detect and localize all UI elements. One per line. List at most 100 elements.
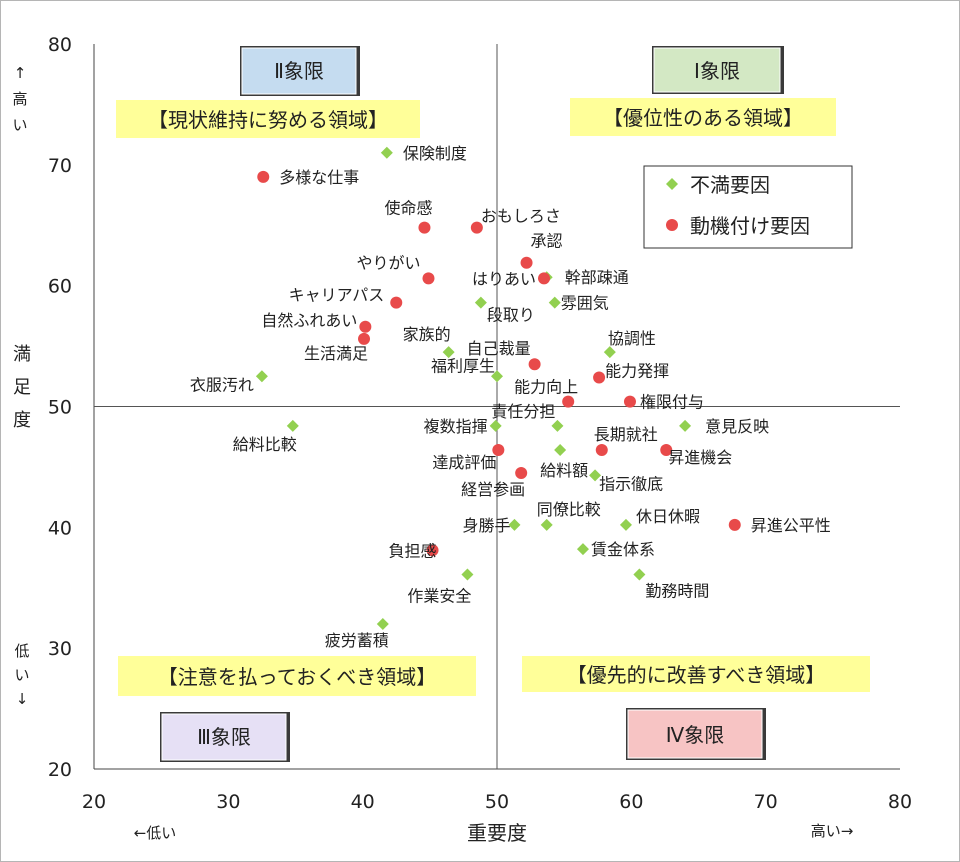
point-label: 負担感 xyxy=(389,541,437,560)
point-label: 昇進機会 xyxy=(668,448,732,467)
legend-label-motivation: 動機付け要因 xyxy=(690,214,810,238)
point-motivation xyxy=(422,272,435,285)
point-motivation xyxy=(418,221,431,234)
point-dissatisfaction xyxy=(380,146,393,159)
point-label: 身勝手 xyxy=(462,516,510,535)
point-motivation xyxy=(562,395,575,408)
quadrant-3-box: Ⅲ象限 xyxy=(160,712,290,762)
y-axis-high-label: い xyxy=(12,116,27,134)
point-motivation xyxy=(390,296,403,309)
point-label: 段取り xyxy=(487,306,535,325)
x-axis-high-label: 高い→ xyxy=(811,822,854,840)
y-tick-label: 40 xyxy=(48,517,72,539)
point-label: 衣服汚れ xyxy=(190,375,254,394)
point-motivation xyxy=(426,544,439,557)
y-axis-title: 満 xyxy=(13,344,31,365)
point-dissatisfaction xyxy=(474,296,487,309)
point-label: 賃金体系 xyxy=(591,540,655,559)
quadrant-1-description-bg xyxy=(570,98,836,136)
point-dissatisfaction xyxy=(461,568,474,581)
point-motivation xyxy=(358,332,371,345)
point-label: 雰囲気 xyxy=(561,294,609,313)
quadrant-2-description-bg xyxy=(116,100,420,138)
point-label: 権限付与 xyxy=(640,393,704,412)
point-label: 勤務時間 xyxy=(645,581,709,600)
x-tick-label: 50 xyxy=(485,791,509,813)
point-label: 保険制度 xyxy=(403,144,467,163)
y-axis-high-label: 高 xyxy=(12,90,27,108)
point-dissatisfaction xyxy=(603,346,616,359)
quadrant-1-description: 【優位性のある領域】 xyxy=(603,106,803,130)
point-dissatisfaction xyxy=(589,469,602,482)
point-label: 同僚比較 xyxy=(537,500,601,519)
point-dissatisfaction xyxy=(376,618,389,630)
point-label: 自己裁量 xyxy=(467,339,531,358)
legend-marker-motivation xyxy=(666,219,678,231)
point-label: 能力向上 xyxy=(514,378,578,397)
point-dissatisfaction xyxy=(255,370,268,383)
point-label: 多様な仕事 xyxy=(279,168,359,187)
quadrant-2-description: 【現状維持に努める領域】 xyxy=(148,108,388,132)
point-label: 昇進公平性 xyxy=(751,516,831,535)
y-axis-low-label: 低 xyxy=(14,642,29,660)
point-motivation xyxy=(660,444,673,456)
x-tick-label: 70 xyxy=(754,791,778,813)
point-dissatisfaction xyxy=(548,296,561,309)
point-label: 休日休暇 xyxy=(636,507,700,526)
quadrant-4-box: Ⅳ象限 xyxy=(626,708,766,760)
quadrant-1-label: Ⅰ象限 xyxy=(694,59,740,83)
point-motivation xyxy=(728,518,741,531)
point-motivation xyxy=(528,358,541,371)
quadrant-3-label: Ⅲ象限 xyxy=(197,725,251,749)
point-label: やりがい xyxy=(356,253,420,272)
legend-marker-dissatisfaction xyxy=(666,178,678,190)
point-label: はりあい xyxy=(472,269,536,288)
point-label: 幹部疎通 xyxy=(565,268,629,287)
quadrant-4-label: Ⅳ象限 xyxy=(666,723,724,747)
x-tick-label: 80 xyxy=(888,791,912,813)
point-label: 承認 xyxy=(531,232,563,251)
point-dissatisfaction xyxy=(491,370,503,383)
point-motivation xyxy=(492,444,505,456)
x-axis-low-label: ←低い xyxy=(134,824,177,842)
quadrant-3-description-bg xyxy=(118,656,476,696)
point-dissatisfaction xyxy=(508,518,521,531)
point-label: 給料額 xyxy=(540,461,588,480)
point-label: 達成評価 xyxy=(432,453,496,472)
point-label: 生活満足 xyxy=(304,344,368,363)
point-motivation xyxy=(623,395,636,408)
point-label: 作業安全 xyxy=(407,586,471,605)
y-tick-label: 80 xyxy=(48,34,72,56)
point-label: 給料比較 xyxy=(233,435,297,454)
point-dissatisfaction xyxy=(286,419,299,432)
quadrant-1-box: Ⅰ象限 xyxy=(652,46,784,94)
legend-label-dissatisfaction: 不満要因 xyxy=(690,173,770,197)
y-tick-label: 50 xyxy=(48,397,72,419)
point-dissatisfaction xyxy=(554,444,567,456)
point-dissatisfaction xyxy=(576,543,589,556)
quadrant-4-description: 【優先的に改善すべき領域】 xyxy=(567,663,826,687)
x-tick-label: 40 xyxy=(351,791,375,813)
quadrant-3-description: 【注意を払っておくべき領域】 xyxy=(158,665,436,689)
point-label: 自然ふれあい xyxy=(261,311,357,330)
point-label: 責任分担 xyxy=(491,402,555,421)
point-dissatisfaction xyxy=(489,419,502,432)
point-motivation xyxy=(538,272,551,285)
point-dissatisfaction xyxy=(551,419,564,432)
point-motivation xyxy=(359,320,372,333)
point-motivation xyxy=(470,221,483,234)
point-motivation xyxy=(257,170,270,183)
x-tick-label: 60 xyxy=(619,791,643,813)
quadrant-4-description-bg xyxy=(522,656,870,692)
x-axis-title: 重要度 xyxy=(467,821,527,845)
y-axis-low-label: ↓ xyxy=(16,690,29,708)
point-motivation xyxy=(595,444,608,456)
y-axis-low-label: い xyxy=(14,666,29,684)
quadrant-2-label: Ⅱ象限 xyxy=(274,59,324,83)
point-label: 使命感 xyxy=(384,199,432,218)
y-tick-label: 30 xyxy=(48,638,72,660)
y-tick-label: 20 xyxy=(48,759,72,781)
point-motivation xyxy=(593,371,606,384)
y-axis-title: 足 xyxy=(13,377,31,398)
point-label: 複数指揮 xyxy=(424,417,488,436)
